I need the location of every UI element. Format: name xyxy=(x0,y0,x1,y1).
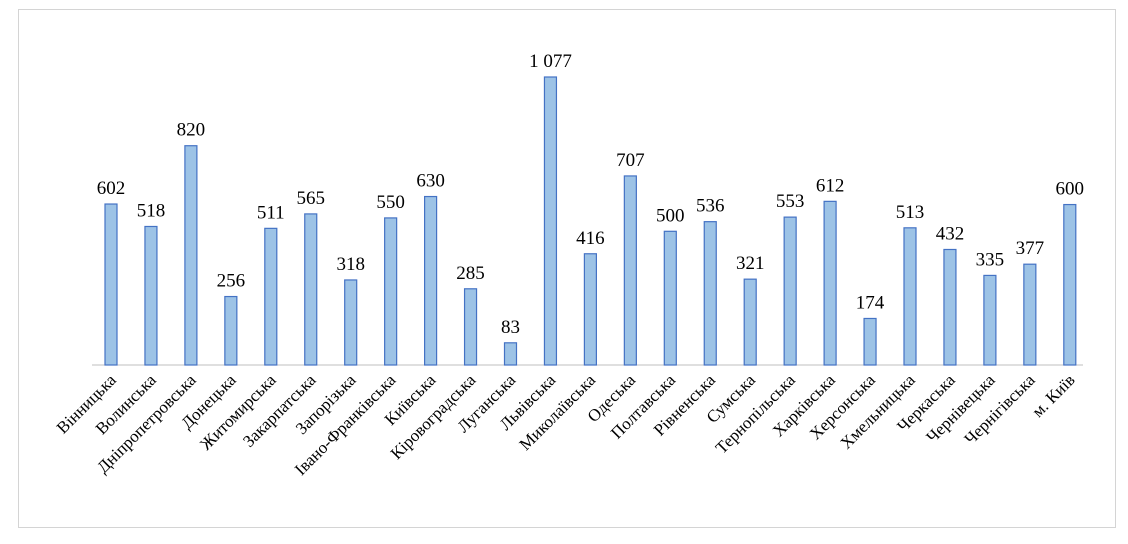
bar xyxy=(184,145,198,366)
bar xyxy=(463,288,478,366)
bar xyxy=(503,342,518,366)
bar-value-label: 630 xyxy=(416,171,445,192)
bar xyxy=(104,203,118,366)
chart-frame xyxy=(18,9,1116,528)
bar xyxy=(344,279,358,366)
bar xyxy=(663,230,677,366)
bar xyxy=(144,225,158,366)
bar xyxy=(224,295,238,366)
bar-value-label: 416 xyxy=(576,228,605,249)
bar xyxy=(903,227,917,366)
bar-value-label: 285 xyxy=(456,263,485,284)
bar xyxy=(743,278,757,366)
bar xyxy=(983,274,997,366)
bar xyxy=(823,200,837,366)
bar xyxy=(1023,263,1037,366)
bar xyxy=(304,213,318,366)
bar-value-label: 550 xyxy=(376,192,405,213)
bar-value-label: 1 077 xyxy=(529,51,572,72)
bar xyxy=(783,216,797,366)
bar-value-label: 518 xyxy=(137,200,166,221)
bar-value-label: 707 xyxy=(616,150,645,171)
bar-value-label: 511 xyxy=(257,202,285,223)
bar-value-label: 256 xyxy=(217,271,246,292)
bar-value-label: 553 xyxy=(776,191,805,212)
bar xyxy=(943,248,957,366)
bar-value-label: 335 xyxy=(976,249,1005,270)
category-labels-group: ВінницькаВолинськаДніпропетровськаДонець… xyxy=(53,370,1079,479)
bar-value-label: 536 xyxy=(696,196,725,217)
bar xyxy=(623,175,637,366)
category-label: м. Київ xyxy=(1028,370,1079,421)
bar xyxy=(384,217,398,366)
bar-value-label: 602 xyxy=(97,178,126,199)
bar xyxy=(703,221,717,366)
bar-value-label: 820 xyxy=(177,120,206,141)
bar xyxy=(424,195,438,366)
bar xyxy=(543,76,558,366)
bar-value-label: 83 xyxy=(501,317,520,338)
bar xyxy=(264,227,278,366)
value-labels-group: 602 518 820 256 511 565 318 550 630 285 83 1 077 416… xyxy=(97,51,1084,338)
bar-value-label: 377 xyxy=(1016,238,1045,259)
bar-value-label: 432 xyxy=(936,223,965,244)
bar-value-label: 500 xyxy=(656,205,685,226)
bar xyxy=(1063,203,1077,366)
bar-value-label: 565 xyxy=(297,188,326,209)
bar-value-label: 600 xyxy=(1056,179,1085,200)
bar xyxy=(583,253,598,366)
bar-value-label: 513 xyxy=(896,202,925,223)
bar-value-label: 318 xyxy=(336,254,365,275)
bar-value-label: 174 xyxy=(856,292,885,313)
bar-value-label: 321 xyxy=(736,253,765,274)
bar-value-label: 612 xyxy=(816,175,845,196)
bar xyxy=(863,317,877,366)
bars-group xyxy=(104,76,1077,366)
